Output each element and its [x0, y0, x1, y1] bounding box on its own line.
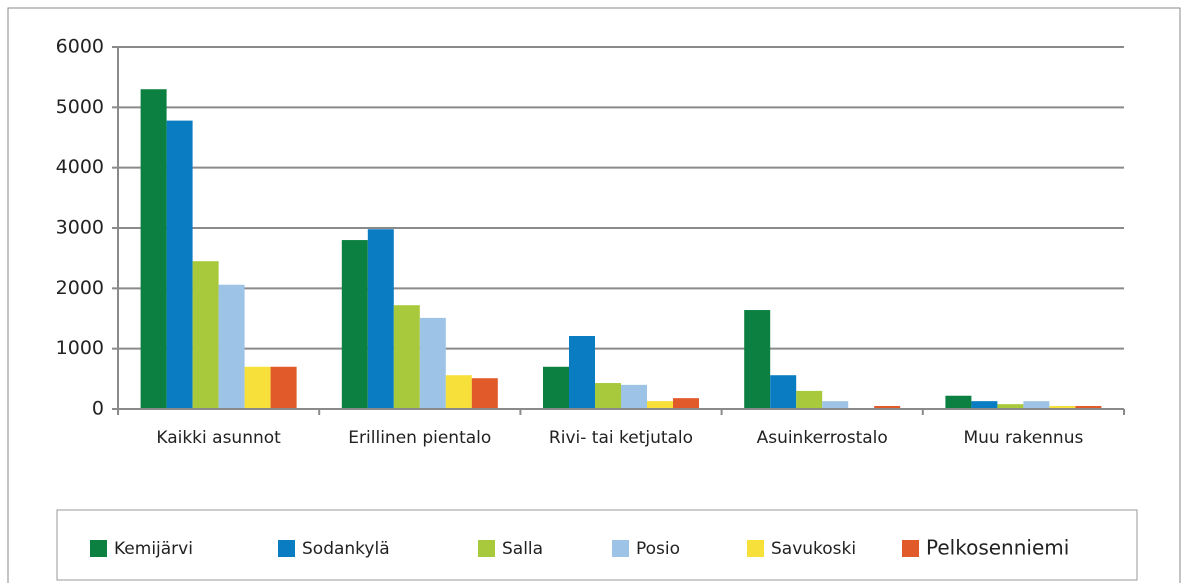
legend-label: Salla [502, 539, 543, 559]
bar [192, 261, 219, 409]
x-tick-label: Rivi- tai ketjutalo [549, 428, 693, 448]
bar [367, 229, 394, 409]
bar [445, 375, 472, 409]
legend-label: Kemijärvi [114, 539, 193, 559]
legend-label: Pelkosenniemi [926, 536, 1069, 560]
bar [945, 395, 972, 409]
bar [140, 89, 167, 409]
bar [744, 310, 771, 409]
bar [419, 317, 446, 409]
y-tick-label: 5000 [56, 96, 104, 118]
x-tick-label: Erillinen pientalo [348, 428, 491, 448]
bar [595, 383, 621, 409]
x-tick-label: Asuinkerrostalo [757, 428, 888, 448]
bar [1023, 401, 1050, 409]
bar [796, 390, 823, 409]
bar [393, 305, 420, 409]
bar [471, 378, 498, 409]
y-tick-label: 0 [92, 398, 104, 420]
bar [822, 401, 849, 409]
bar [1049, 405, 1076, 409]
legend-swatch [90, 540, 107, 557]
legend-label: Sodankylä [302, 539, 390, 559]
bar [218, 284, 245, 409]
legend-swatch [612, 540, 629, 557]
bar [621, 384, 647, 409]
legend-label: Savukoski [771, 539, 856, 559]
legend-swatch [902, 540, 919, 557]
bar [166, 120, 193, 410]
y-tick-label: 1000 [56, 337, 104, 359]
bar [341, 240, 368, 409]
bar [1075, 405, 1102, 409]
bar [244, 366, 271, 409]
bar [647, 401, 673, 409]
y-tick-label: 6000 [56, 36, 104, 58]
bar [569, 335, 595, 409]
bar [543, 366, 569, 409]
bar [270, 366, 297, 409]
y-tick-label: 2000 [56, 277, 104, 299]
legend-swatch [278, 540, 295, 557]
bar [770, 375, 797, 409]
y-tick-label: 4000 [56, 156, 104, 178]
legend-box [56, 509, 1138, 581]
y-tick-label: 3000 [56, 217, 104, 239]
x-tick-label: Kaikki asunnot [156, 428, 281, 448]
bar [673, 398, 699, 409]
legend-label: Posio [636, 539, 680, 559]
chart-border [7, 7, 1181, 587]
legend-swatch [478, 540, 495, 557]
x-tick-label: Muu rakennus [963, 428, 1083, 448]
bar [997, 404, 1024, 409]
bar [971, 401, 998, 409]
bar [874, 405, 901, 409]
legend-swatch [747, 540, 764, 557]
